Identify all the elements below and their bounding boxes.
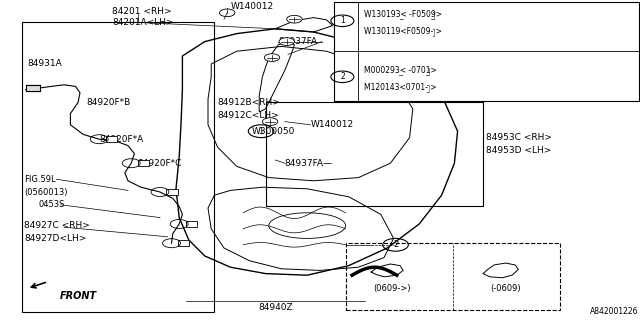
Text: 84953C <RH>: 84953C <RH> bbox=[486, 133, 552, 142]
Text: 84927D<LH>: 84927D<LH> bbox=[24, 234, 86, 243]
Text: W130119‹F0509-›: W130119‹F0509-› bbox=[364, 28, 433, 36]
Text: 84920F*A: 84920F*A bbox=[99, 135, 143, 144]
FancyBboxPatch shape bbox=[26, 85, 40, 91]
Text: M120143‹0701-›: M120143‹0701-› bbox=[364, 84, 428, 92]
FancyBboxPatch shape bbox=[346, 243, 560, 310]
Text: M120143（0701-）: M120143（0701-） bbox=[364, 84, 430, 92]
Text: W300050: W300050 bbox=[252, 127, 295, 136]
Text: 84940Z: 84940Z bbox=[258, 303, 292, 312]
Text: 1: 1 bbox=[340, 16, 345, 25]
Text: W140012: W140012 bbox=[230, 2, 273, 11]
Text: FRONT: FRONT bbox=[60, 291, 97, 301]
Text: M120143<0701- >: M120143<0701- > bbox=[364, 84, 436, 92]
Text: (0560013): (0560013) bbox=[24, 188, 68, 196]
FancyBboxPatch shape bbox=[178, 240, 189, 246]
Text: M000293< -0701>: M000293< -0701> bbox=[364, 66, 436, 75]
Text: 84920F*C: 84920F*C bbox=[138, 159, 182, 168]
Text: W140012: W140012 bbox=[310, 120, 353, 129]
Text: 84201A<LH>: 84201A<LH> bbox=[112, 18, 173, 27]
Circle shape bbox=[264, 54, 280, 61]
Text: M000293‹-0701›: M000293‹-0701› bbox=[364, 66, 428, 75]
Circle shape bbox=[279, 38, 294, 45]
Text: A842001226: A842001226 bbox=[590, 307, 639, 316]
Text: 84937FA: 84937FA bbox=[278, 37, 317, 46]
Text: FIG.59L: FIG.59L bbox=[24, 175, 56, 184]
FancyBboxPatch shape bbox=[334, 2, 639, 101]
Text: (0609->): (0609->) bbox=[373, 284, 410, 293]
Circle shape bbox=[262, 118, 278, 125]
Circle shape bbox=[287, 15, 302, 23]
Text: 84937FA—: 84937FA— bbox=[285, 159, 333, 168]
Text: 2: 2 bbox=[340, 72, 345, 81]
FancyBboxPatch shape bbox=[166, 189, 178, 195]
FancyBboxPatch shape bbox=[186, 221, 197, 227]
Text: W130119<F0509- >: W130119<F0509- > bbox=[364, 28, 442, 36]
Text: 84931A: 84931A bbox=[27, 60, 61, 68]
FancyBboxPatch shape bbox=[138, 160, 149, 166]
Text: M000293（-0701）: M000293（-0701） bbox=[364, 66, 431, 75]
Text: 84927C <RH>: 84927C <RH> bbox=[24, 221, 90, 230]
Text: 84912C<LH>: 84912C<LH> bbox=[218, 111, 279, 120]
Text: 84920F*B: 84920F*B bbox=[86, 98, 131, 107]
Text: 1: 1 bbox=[259, 127, 264, 136]
Text: W130193< -F0509>: W130193< -F0509> bbox=[364, 10, 442, 19]
Text: 0453S: 0453S bbox=[38, 200, 65, 209]
FancyBboxPatch shape bbox=[22, 22, 214, 312]
Text: 84201 <RH>: 84201 <RH> bbox=[112, 7, 172, 16]
Text: 84953D <LH>: 84953D <LH> bbox=[486, 146, 552, 155]
Text: W130193‹-F0509›: W130193‹-F0509› bbox=[364, 10, 433, 19]
FancyBboxPatch shape bbox=[106, 136, 117, 142]
Text: 84912B<RH>: 84912B<RH> bbox=[218, 98, 280, 107]
FancyBboxPatch shape bbox=[266, 102, 483, 206]
Text: W130193（-F0509）: W130193（-F0509） bbox=[364, 10, 436, 19]
Text: 2: 2 bbox=[393, 240, 398, 249]
Text: W130119（F0509-）: W130119（F0509-） bbox=[364, 28, 436, 36]
Text: (-0609): (-0609) bbox=[490, 284, 521, 293]
